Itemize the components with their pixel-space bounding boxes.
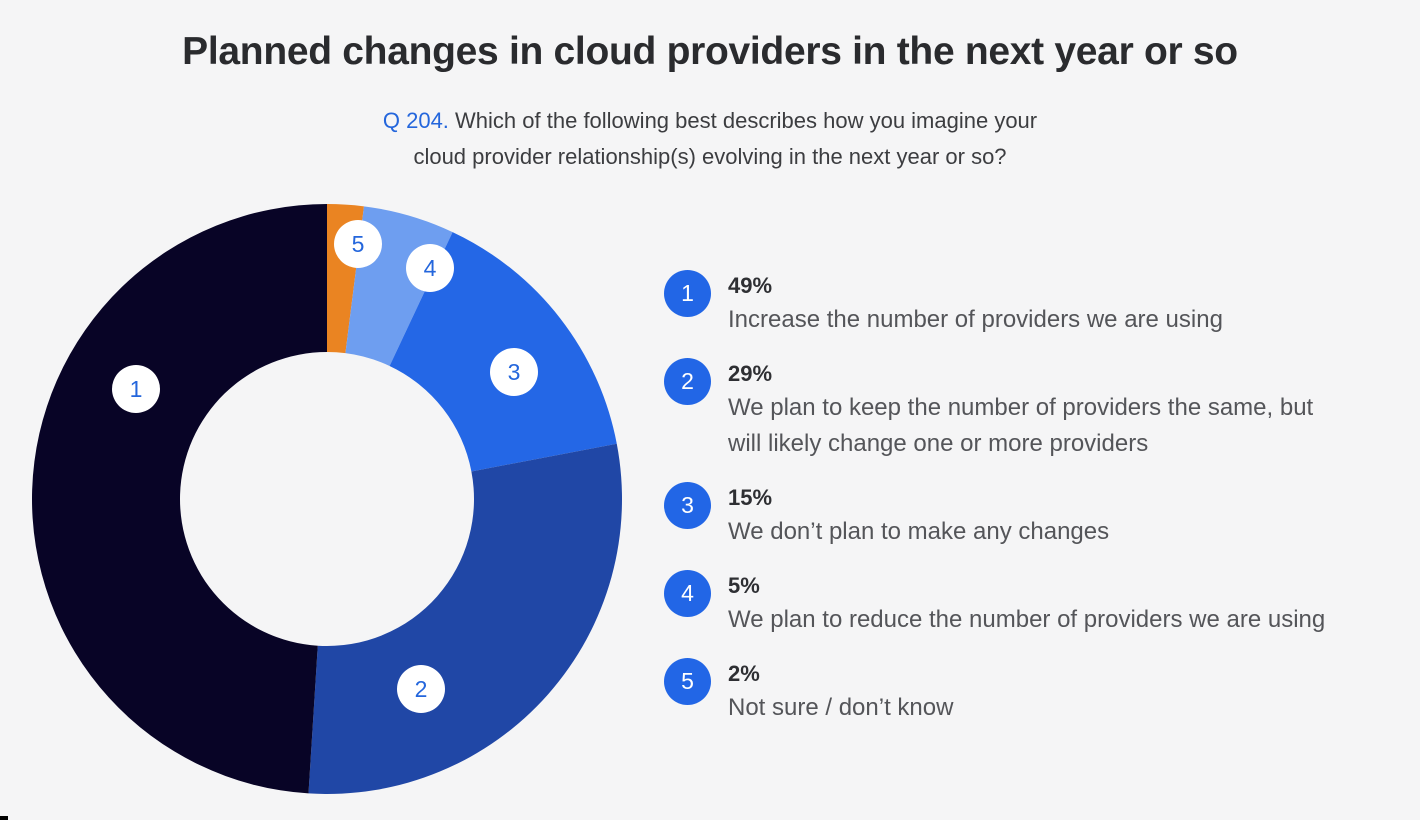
legend-item-1: 1 49% Increase the number of providers w… [664,270,1325,358]
question-number: Q 204. [382,108,449,133]
slice-label-5: 5 [334,220,382,268]
legend-description: Not sure / don’t know [728,694,954,721]
donut-slice-1 [31,204,327,794]
legend-badge-1: 1 [664,270,711,317]
legend-badge-2: 2 [664,358,711,405]
legend-item-4: 4 5% We plan to reduce the number of pro… [664,570,1325,658]
legend-description: We plan to reduce the number of provider… [728,606,1326,633]
slice-label-4: 4 [406,244,454,292]
legend-description: We plan to keep the number of providers … [728,394,1314,421]
chart-subtitle: Q 204. Which of the following best descr… [0,103,1420,175]
slice-label-3: 3 [490,348,538,396]
legend-percent: 49% [728,273,773,298]
legend-badge-3: 3 [664,482,711,529]
legend-item-2: 2 29% We plan to keep the number of prov… [664,358,1325,482]
chart-title: Planned changes in cloud providers in th… [182,30,1238,73]
slice-label-2: 2 [397,665,445,713]
legend-percent: 29% [728,361,773,386]
donut-slice-2 [308,443,622,795]
legend-percent: 2% [728,661,760,686]
legend-item-5: 5 2% Not sure / don’t know [664,658,1325,746]
legend-description: Increase the number of providers we are … [728,306,1223,333]
slice-label-1: 1 [112,365,160,413]
corner-mark [0,816,8,820]
legend: 1 49% Increase the number of providers w… [664,270,1325,746]
question-line-1: Q 204. Which of the following best descr… [0,103,1420,139]
legend-percent: 15% [728,485,773,510]
question-line-2: cloud provider relationship(s) evolving … [413,144,1007,169]
legend-badge-5: 5 [664,658,711,705]
legend-description: We don’t plan to make any changes [728,518,1110,545]
legend-item-3: 3 15% We don’t plan to make any changes [664,482,1325,570]
legend-percent: 5% [728,573,760,598]
question-text-1: Which of the following best describes ho… [455,108,1038,133]
legend-badge-4: 4 [664,570,711,617]
legend-description-line-2: will likely change one or more providers [728,430,1149,457]
